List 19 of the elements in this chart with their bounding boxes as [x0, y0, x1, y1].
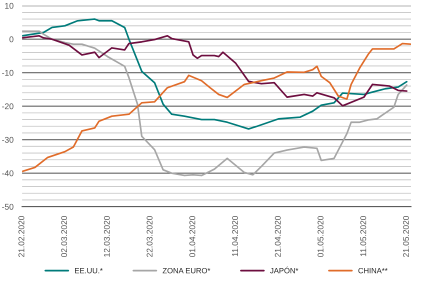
y-tick-label: 10 — [5, 2, 14, 9]
x-tick-label: 11.05.2020 — [360, 216, 366, 256]
x-tick-label: 11.04.2020 — [232, 216, 238, 256]
x-tick-label: 21.02.2020 — [18, 216, 24, 257]
x-tick-label: 21.04.2020 — [274, 216, 281, 257]
y-tick-label: 0 — [9, 36, 14, 42]
line-series — [22, 35, 408, 107]
x-tick-label: 21.05.2020 — [403, 216, 409, 257]
y-tick-label: -20 — [2, 103, 14, 110]
x-tick-label: 02.03.2020 — [61, 216, 68, 258]
y-tick-label: -10 — [2, 70, 14, 76]
x-tick-label: 22.03.2020 — [146, 216, 153, 257]
x-tick-label: 01.04.2020 — [189, 216, 196, 258]
x-tick-label: 01.05.2020 — [318, 216, 324, 258]
x-tick-label: 12.03.2020 — [104, 216, 110, 257]
y-tick-label: -50 — [2, 204, 14, 210]
line-series — [22, 18, 408, 130]
y-tick-label: -40 — [2, 170, 14, 176]
y-tick-label: -30 — [2, 136, 14, 143]
